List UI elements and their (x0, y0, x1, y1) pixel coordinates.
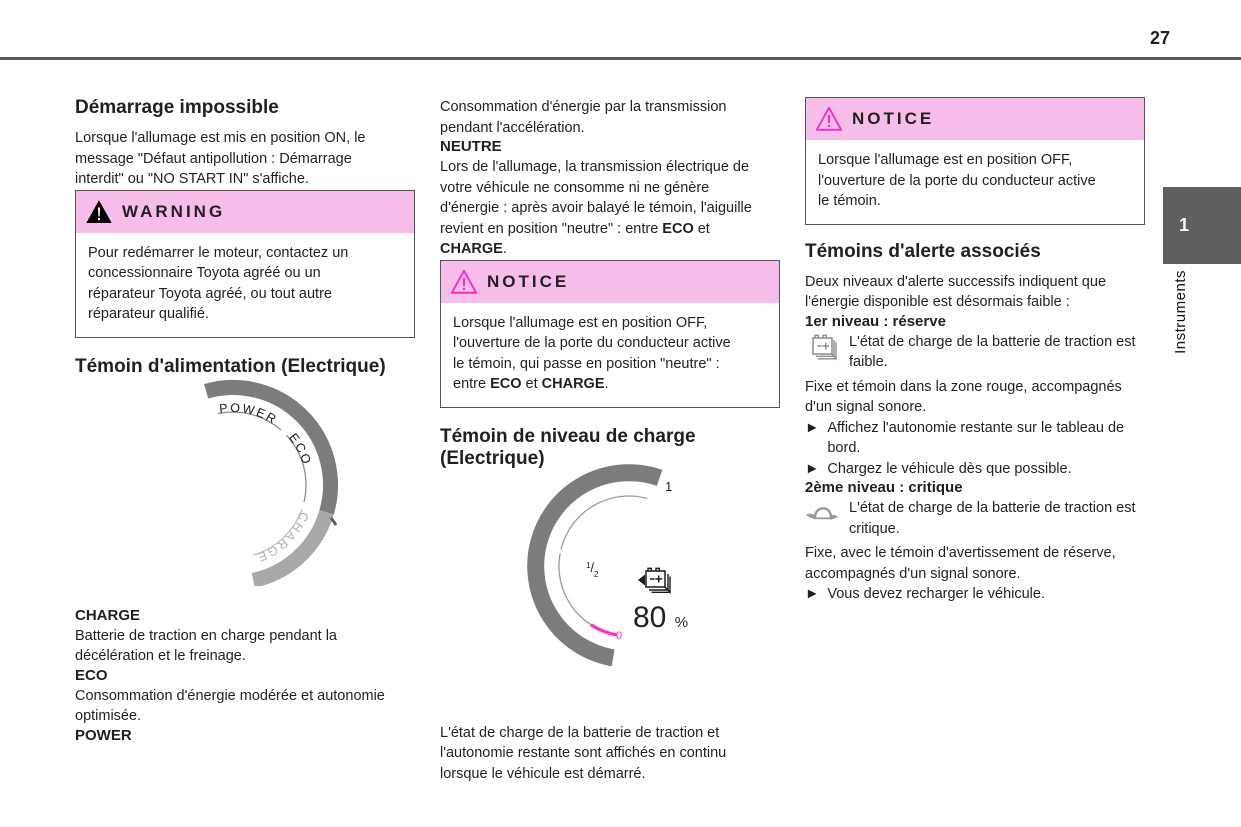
svg-text:1: 1 (665, 479, 672, 494)
svg-text:1/2: 1/2 (586, 560, 599, 578)
svg-text:0: 0 (616, 630, 622, 642)
svg-text:POWER: POWER (218, 400, 280, 427)
